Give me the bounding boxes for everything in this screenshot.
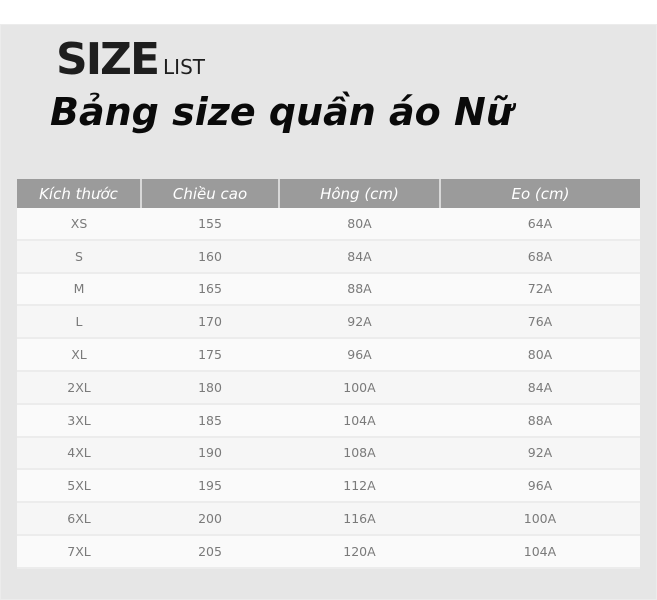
table-cell: XL [17,338,141,372]
table-cell: 7XL [17,534,141,569]
table-cell: 190 [141,436,279,471]
table-cell: 185 [141,403,279,438]
table-cell: 3XL [17,403,141,438]
table-cell: 104A [279,403,440,438]
table-row: 5XL 195 112A 96A [17,469,640,504]
table-cell: 88A [440,403,640,438]
table-cell: 165 [141,272,279,307]
table-cell: 84A [440,370,640,405]
table-cell: 180 [141,370,279,405]
column-header: Eo (cm) [440,179,640,208]
table-cell: 96A [440,469,640,504]
table-cell: 104A [440,534,640,569]
table-row: S 160 84A 68A [17,239,640,274]
table-cell: 175 [141,338,279,372]
table-cell: 68A [440,239,640,274]
table-cell: 2XL [17,370,141,405]
table-cell: 72A [440,272,640,307]
table-cell: 92A [440,436,640,471]
table-row: L 170 92A 76A [17,305,640,340]
table-cell: 160 [141,239,279,274]
table-row: XS 155 80A 64A [17,208,640,241]
table-cell: 84A [279,239,440,274]
table-cell: 80A [279,208,440,241]
table-row: 7XL 205 120A 104A [17,534,640,569]
table-cell: 92A [279,305,440,340]
table-cell: 205 [141,534,279,569]
table-cell: 195 [141,469,279,504]
size-list-logo: SIZE LIST [56,38,205,82]
table-cell: 80A [440,338,640,372]
table-row: 6XL 200 116A 100A [17,502,640,536]
table-cell: 116A [279,502,440,536]
column-header: Hông (cm) [279,179,441,208]
table-cell: 5XL [17,469,141,504]
table-cell: 112A [279,469,440,504]
table-cell: S [17,239,141,274]
table-cell: L [17,305,141,340]
table-cell: 96A [279,338,440,372]
table-cell: 4XL [17,436,141,471]
table-row: 4XL 190 108A 92A [17,436,640,471]
table-cell: 170 [141,305,279,340]
table-cell: 100A [279,370,440,405]
logo-list-text: LIST [163,55,205,79]
table-cell: 76A [440,305,640,340]
table-cell: XS [17,208,141,241]
table-row: 3XL 185 104A 88A [17,403,640,438]
table-cell: 100A [440,502,640,536]
column-header: Kích thước [17,179,142,208]
table-cell: M [17,272,141,307]
logo-size-text: SIZE [56,34,160,85]
table-cell: 88A [279,272,440,307]
table-row: M 165 88A 72A [17,272,640,307]
table-cell: 6XL [17,502,141,536]
table-row: XL 175 96A 80A [17,338,640,372]
table-cell: 200 [141,502,279,536]
table-cell: 108A [279,436,440,471]
table-cell: 120A [279,534,440,569]
size-table: Kích thước Chiều cao Hông (cm) Eo (cm) XS 15… [17,179,640,569]
table-cell: 64A [440,208,640,241]
column-header: Chiều cao [141,179,280,208]
table-row: 2XL 180 100A 84A [17,370,640,405]
page-title: Bảng size quần áo Nữ [50,90,513,134]
table-cell: 155 [141,208,279,241]
table-header-row: Kích thước Chiều cao Hông (cm) Eo (cm) [17,179,640,208]
